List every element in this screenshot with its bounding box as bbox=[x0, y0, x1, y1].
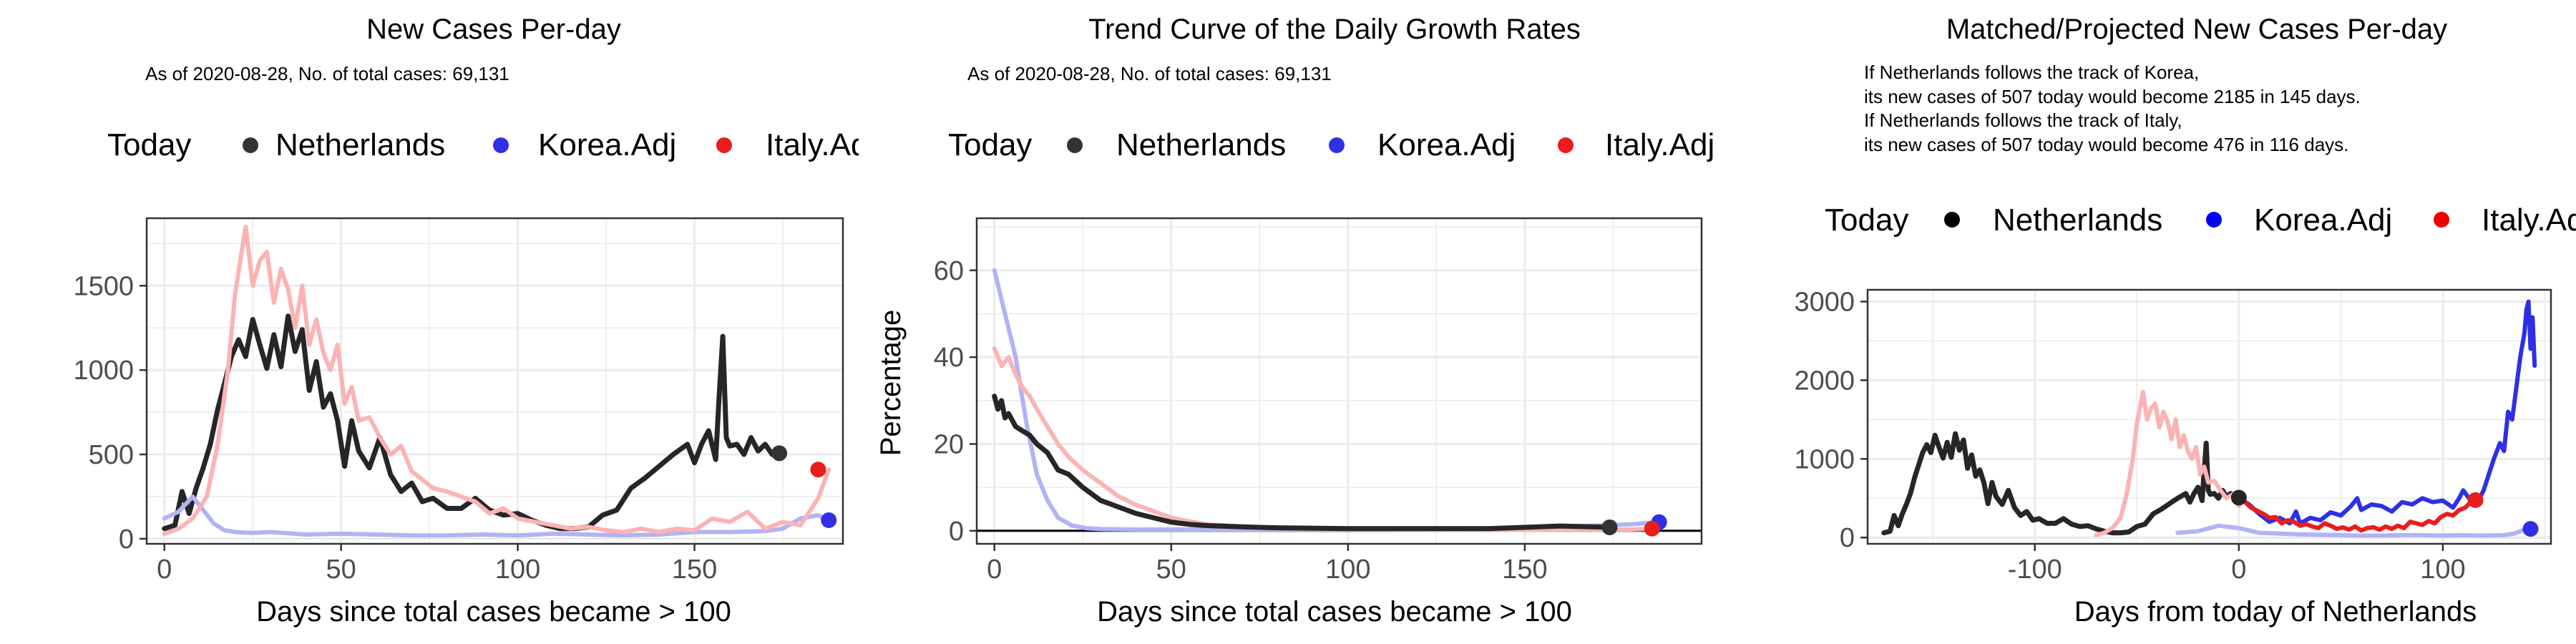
y-tick-label: 60 bbox=[934, 256, 964, 286]
panel-subtitle: As of 2020-08-28, No. of total cases: 69… bbox=[145, 63, 509, 84]
plot-border bbox=[975, 217, 1703, 545]
legend-key-italy bbox=[2434, 212, 2449, 228]
legend-label-italy: Italy.Adj bbox=[2482, 203, 2576, 238]
y-tick-label: 20 bbox=[934, 429, 964, 459]
y-tick-label: 0 bbox=[949, 517, 964, 547]
legend: Today Netherlands Korea.Adj Italy.Adj bbox=[948, 127, 1714, 162]
y-tick-label: 1000 bbox=[73, 356, 134, 386]
plot-border bbox=[1866, 288, 2552, 545]
legend-title: Today bbox=[1825, 203, 1908, 238]
series-line-italy-adj bbox=[2094, 389, 2241, 537]
x-tick-label: 150 bbox=[672, 555, 717, 585]
y-tick-label: 500 bbox=[89, 440, 134, 470]
legend-label-korea: Korea.Adj bbox=[538, 127, 676, 162]
y-tick-label: 0 bbox=[119, 525, 134, 555]
today-point-korea-adj bbox=[821, 512, 837, 528]
today-point-italy-adj bbox=[810, 462, 826, 478]
legend-label-netherlands: Netherlands bbox=[275, 127, 445, 162]
legend-key-netherlands bbox=[1944, 212, 1960, 228]
panel-title: New Cases Per-day bbox=[366, 14, 621, 45]
series-line-korea-adj bbox=[162, 494, 831, 538]
series-line-italy-adj-projected bbox=[2236, 495, 2478, 533]
series-line-netherlands bbox=[1881, 431, 2242, 536]
panel-subtitle-line: its new cases of 507 today would become … bbox=[1864, 86, 2361, 107]
x-axis-label: Days from today of Netherlands bbox=[2074, 596, 2477, 628]
series-line-netherlands bbox=[992, 394, 1612, 532]
legend: Today Netherlands Korea.Adj Italy.Adj bbox=[107, 127, 875, 162]
panel-subtitle-line: If Netherlands follows the track of Kore… bbox=[1864, 62, 2199, 83]
x-tick-label: 0 bbox=[987, 555, 1002, 585]
panel-growth-rates: Trend Curve of the Daily Growth Rates As… bbox=[875, 14, 1714, 628]
panel-subtitle: As of 2020-08-28, No. of total cases: 69… bbox=[967, 63, 1332, 84]
x-tick-label: 100 bbox=[1325, 555, 1370, 585]
legend-title: Today bbox=[948, 127, 1032, 162]
legend: Today Netherlands Korea.Adj Italy.Adj bbox=[1825, 203, 2576, 238]
panel-title: Matched/Projected New Cases Per-day bbox=[1946, 14, 2447, 45]
x-tick-label: 0 bbox=[157, 555, 172, 585]
x-tick-label: 50 bbox=[1156, 555, 1186, 585]
legend-key-korea bbox=[2206, 212, 2222, 228]
today-point-korea-adj bbox=[2522, 521, 2539, 537]
plot-border bbox=[145, 217, 844, 545]
legend-key-korea bbox=[1329, 137, 1345, 153]
legend-label-korea: Korea.Adj bbox=[1377, 127, 1516, 162]
legend-key-italy bbox=[716, 137, 732, 153]
x-axis-label: Days since total cases became > 100 bbox=[1097, 596, 1572, 628]
legend-key-netherlands bbox=[1067, 137, 1083, 153]
today-point-italy-adj bbox=[2467, 492, 2484, 508]
panel-title: Trend Curve of the Daily Growth Rates bbox=[1088, 14, 1581, 45]
y-tick-label: 2000 bbox=[1794, 366, 1855, 396]
x-axis-label: Days since total cases became > 100 bbox=[256, 596, 731, 628]
legend-title: Today bbox=[107, 127, 191, 162]
legend-key-italy bbox=[1558, 137, 1574, 153]
plot-area: 0 50 100 150 0 20 40 60 bbox=[934, 217, 1703, 585]
series-line-korea-adj-projected bbox=[2236, 299, 2537, 526]
legend-label-italy: Italy.Adj bbox=[1605, 127, 1714, 162]
x-tick-label: -100 bbox=[2008, 555, 2062, 585]
plot-background bbox=[147, 218, 843, 544]
y-tick-label: 1000 bbox=[1794, 444, 1855, 474]
x-tick-label: 150 bbox=[1502, 555, 1547, 585]
today-point-netherlands bbox=[1601, 519, 1618, 535]
today-point-netherlands bbox=[771, 445, 788, 462]
panel-new-cases: New Cases Per-day As of 2020-08-28, No. … bbox=[73, 14, 875, 628]
legend-key-netherlands bbox=[243, 137, 258, 153]
legend-key-korea bbox=[493, 137, 509, 153]
x-tick-label: 0 bbox=[2231, 555, 2246, 585]
y-tick-label: 40 bbox=[934, 343, 964, 373]
today-point-netherlands bbox=[2230, 489, 2247, 506]
x-tick-label: 50 bbox=[326, 555, 356, 585]
series-line-korea-adj bbox=[2175, 523, 2533, 538]
y-tick-label: 0 bbox=[1840, 523, 1855, 553]
series-line-netherlands bbox=[162, 313, 782, 532]
legend-label-korea: Korea.Adj bbox=[2254, 203, 2392, 238]
y-axis-label: Percentage bbox=[875, 310, 907, 457]
panel-subtitle-line: its new cases of 507 today would become … bbox=[1864, 134, 2348, 155]
legend-label-italy: Italy.Adj bbox=[766, 127, 875, 162]
legend-label-netherlands: Netherlands bbox=[1993, 203, 2162, 238]
x-tick-label: 100 bbox=[495, 555, 540, 585]
panel-subtitle-line: If Netherlands follows the track of Ital… bbox=[1864, 109, 2182, 131]
y-tick-label: 1500 bbox=[73, 271, 134, 301]
legend-label-netherlands: Netherlands bbox=[1116, 127, 1286, 162]
y-tick-label: 3000 bbox=[1794, 287, 1855, 317]
x-tick-label: 100 bbox=[2420, 555, 2465, 585]
series-line-italy-adj bbox=[162, 224, 831, 536]
today-point-italy-adj bbox=[1644, 520, 1660, 537]
panel-projected: Matched/Projected New Cases Per-day If N… bbox=[1794, 14, 2576, 628]
plot-background bbox=[977, 218, 1702, 544]
